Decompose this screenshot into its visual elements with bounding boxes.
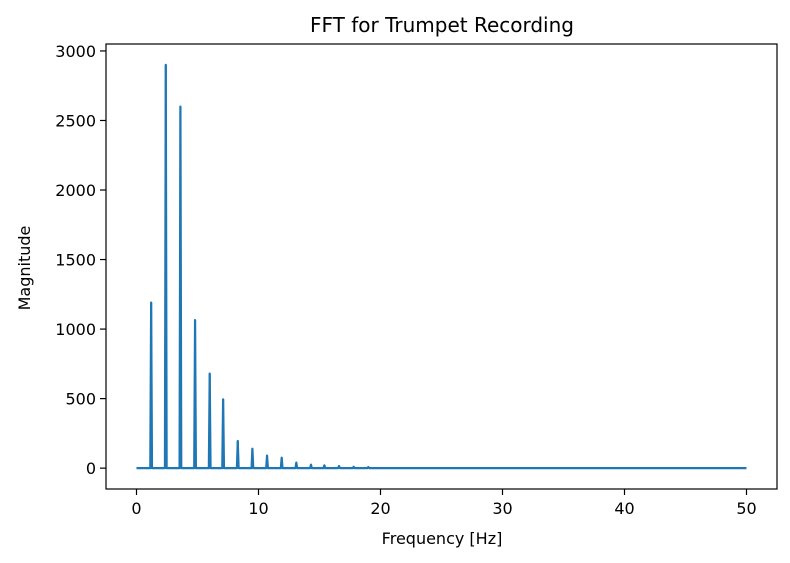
x-axis-ticks: 0 10 20 30 40 50: [131, 489, 757, 518]
y-axis-label: Magnitude: [15, 226, 34, 311]
chart-title: FFT for Trumpet Recording: [310, 13, 574, 37]
y-tick-label: 1000: [55, 320, 96, 339]
x-tick-label: 20: [370, 499, 390, 518]
y-tick-label: 0: [86, 459, 96, 478]
x-tick-label: 40: [614, 499, 634, 518]
x-axis-label: Frequency [Hz]: [382, 529, 503, 548]
y-tick-label: 500: [65, 390, 96, 409]
y-tick-label: 3000: [55, 42, 96, 61]
x-tick-label: 50: [736, 499, 756, 518]
y-tick-label: 2500: [55, 111, 96, 130]
x-tick-label: 30: [492, 499, 512, 518]
y-tick-label: 1500: [55, 251, 96, 270]
y-tick-label: 2000: [55, 181, 96, 200]
fft-series-line: [136, 63, 747, 470]
y-axis-ticks: 0 500 1000 1500 2000 2500 3000: [55, 42, 106, 478]
x-tick-label: 0: [131, 499, 141, 518]
plot-area: [136, 63, 747, 470]
x-tick-label: 10: [248, 499, 268, 518]
plot-frame: [105, 43, 778, 490]
